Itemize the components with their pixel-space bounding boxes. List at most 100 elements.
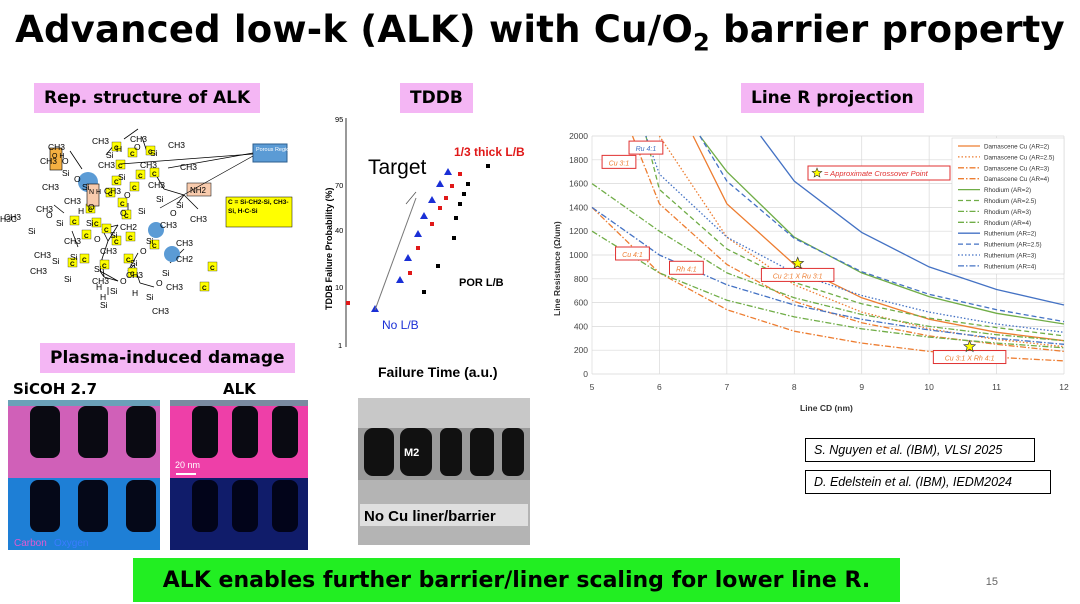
annotation-box bbox=[669, 260, 704, 275]
carbon-box bbox=[91, 217, 102, 228]
carbon-box-label: C bbox=[138, 173, 143, 180]
tddb-point-thick bbox=[444, 196, 448, 200]
carbon-box bbox=[99, 259, 110, 270]
tddb-ylabel: TDDB Failure Probability (%) bbox=[324, 187, 334, 310]
pore-sphere bbox=[148, 222, 164, 238]
structure-atom: CH3 bbox=[168, 140, 185, 150]
tddb-chart: TDDB Failure Probability (%) 95 70 40 10… bbox=[324, 115, 525, 380]
tem-caption: No Cu liner/barrier bbox=[364, 508, 496, 525]
y-tick-label: 400 bbox=[574, 321, 588, 331]
structure-atom: CH3 bbox=[148, 180, 165, 190]
carbon-box-label: C bbox=[126, 257, 131, 264]
structure-atom: H bbox=[96, 282, 102, 292]
carbon-box bbox=[117, 197, 128, 208]
y-tick-label: 1800 bbox=[569, 155, 588, 165]
structure-atom: CH3 bbox=[40, 156, 57, 166]
structure-atom: CH3 bbox=[100, 246, 117, 256]
legend-entry: Damascene Cu (AR=3) bbox=[984, 165, 1049, 172]
structure-atom: Si bbox=[56, 218, 64, 228]
tddb-point-por bbox=[436, 264, 440, 268]
carbon-box bbox=[127, 147, 138, 158]
legend-entry: Ruthenium (AR=4) bbox=[984, 263, 1036, 270]
legend-box bbox=[225, 196, 293, 228]
legend-entry: Rhodium (AR=2.5) bbox=[984, 198, 1036, 205]
x-tick-label: 7 bbox=[724, 382, 729, 392]
carbon-box-label: C bbox=[72, 219, 77, 226]
slide-title: Advanced low-k (ALK) with Cu/O2 barrier … bbox=[0, 8, 1080, 56]
structure-atom: Si bbox=[110, 230, 118, 240]
carbon-box-label: C bbox=[82, 257, 87, 264]
carbon-box bbox=[67, 257, 78, 268]
structure-atom: Si bbox=[28, 226, 36, 236]
alk-trench-2 bbox=[232, 406, 258, 458]
m2-tem-image: M2 No Cu liner/barrier bbox=[358, 398, 530, 545]
structure-atom: CH3 bbox=[130, 134, 147, 144]
carbon-box-label: C bbox=[128, 235, 133, 242]
annotation-label: Cu 2:1 X Ru 3:1 bbox=[773, 273, 823, 280]
tddb-ytick-10: 10 bbox=[335, 283, 343, 292]
structure-atom: H bbox=[116, 144, 122, 154]
structure-atom: Si bbox=[64, 274, 72, 284]
nh2-box bbox=[186, 182, 212, 197]
structure-atom: H3C bbox=[0, 214, 17, 224]
crossover-star bbox=[962, 339, 977, 353]
tddb-point-thick bbox=[408, 271, 412, 275]
carbon-box bbox=[149, 167, 160, 178]
sicoh-trench-1 bbox=[30, 406, 60, 458]
tddb-point-por bbox=[462, 192, 466, 196]
carbon-box-label: C bbox=[152, 243, 157, 250]
y-tick-label: 0 bbox=[583, 369, 588, 379]
annotation-box bbox=[601, 154, 637, 169]
x-tick-label: 11 bbox=[992, 382, 1001, 392]
carbon-box-label: C bbox=[114, 179, 119, 186]
pore-sphere bbox=[164, 246, 180, 262]
carbon-box-label: C bbox=[88, 207, 93, 214]
structure-atom: O bbox=[94, 234, 101, 244]
structure-atom: O bbox=[46, 210, 53, 220]
series-line-8 bbox=[760, 135, 1065, 306]
line-r-ylabel: Line Resistance (Ω/um) bbox=[552, 221, 562, 316]
series-line-9 bbox=[699, 135, 1065, 323]
carbon-box bbox=[111, 141, 122, 152]
series-line-10 bbox=[645, 135, 1065, 333]
structure-atom: CH3 bbox=[36, 204, 53, 214]
carbon-box bbox=[145, 145, 156, 156]
structure-atom: CH3 bbox=[30, 266, 47, 276]
tddb-point-por bbox=[458, 202, 462, 206]
annotation-label: Cu 3:1 X Rh 4:1 bbox=[945, 356, 995, 363]
structure-atom: Si bbox=[86, 218, 94, 228]
carbon-box-label: C bbox=[130, 151, 135, 158]
structure-atom: O bbox=[120, 276, 127, 286]
crossover-star bbox=[791, 256, 805, 269]
x-tick-label: 8 bbox=[792, 382, 797, 392]
series-line-1 bbox=[658, 135, 1065, 348]
tddb-point-no-lb bbox=[396, 276, 404, 283]
carbon-box bbox=[207, 261, 218, 272]
carbon-box-label: C bbox=[202, 285, 207, 292]
x-tick-label: 12 bbox=[1059, 382, 1069, 392]
x-tick-label: 5 bbox=[590, 382, 595, 392]
structure-atom: CH3 bbox=[34, 250, 51, 260]
structure-atom: Si bbox=[118, 172, 126, 182]
structure-atom: CH3 bbox=[152, 306, 169, 316]
carbon-box-label: C bbox=[118, 163, 123, 170]
structure-atom: CH3 bbox=[190, 214, 207, 224]
tddb-point-por bbox=[466, 182, 470, 186]
title-subscript: 2 bbox=[693, 28, 710, 57]
carbon-box-label: C bbox=[70, 261, 75, 268]
title-end: barrier property bbox=[709, 8, 1065, 51]
x-tick-label: 10 bbox=[924, 382, 934, 392]
annotation-label: Ru 4:1 bbox=[636, 146, 657, 153]
structure-atom: CH3 bbox=[92, 276, 109, 286]
carbon-box-label: C bbox=[124, 213, 129, 220]
tddb-point-no-lb bbox=[428, 196, 436, 203]
carbon-box-label: C bbox=[94, 221, 99, 228]
sicoh-label: SiCOH 2.7 bbox=[13, 380, 98, 398]
series-line-11 bbox=[591, 206, 1065, 345]
tddb-point-thick bbox=[430, 222, 434, 226]
nh-box-label: N H bbox=[89, 189, 101, 196]
carbon-box bbox=[199, 281, 210, 292]
structure-atom: Si bbox=[156, 194, 164, 204]
structure-atom: Si bbox=[70, 252, 78, 262]
tddb-point-thick bbox=[346, 301, 350, 305]
